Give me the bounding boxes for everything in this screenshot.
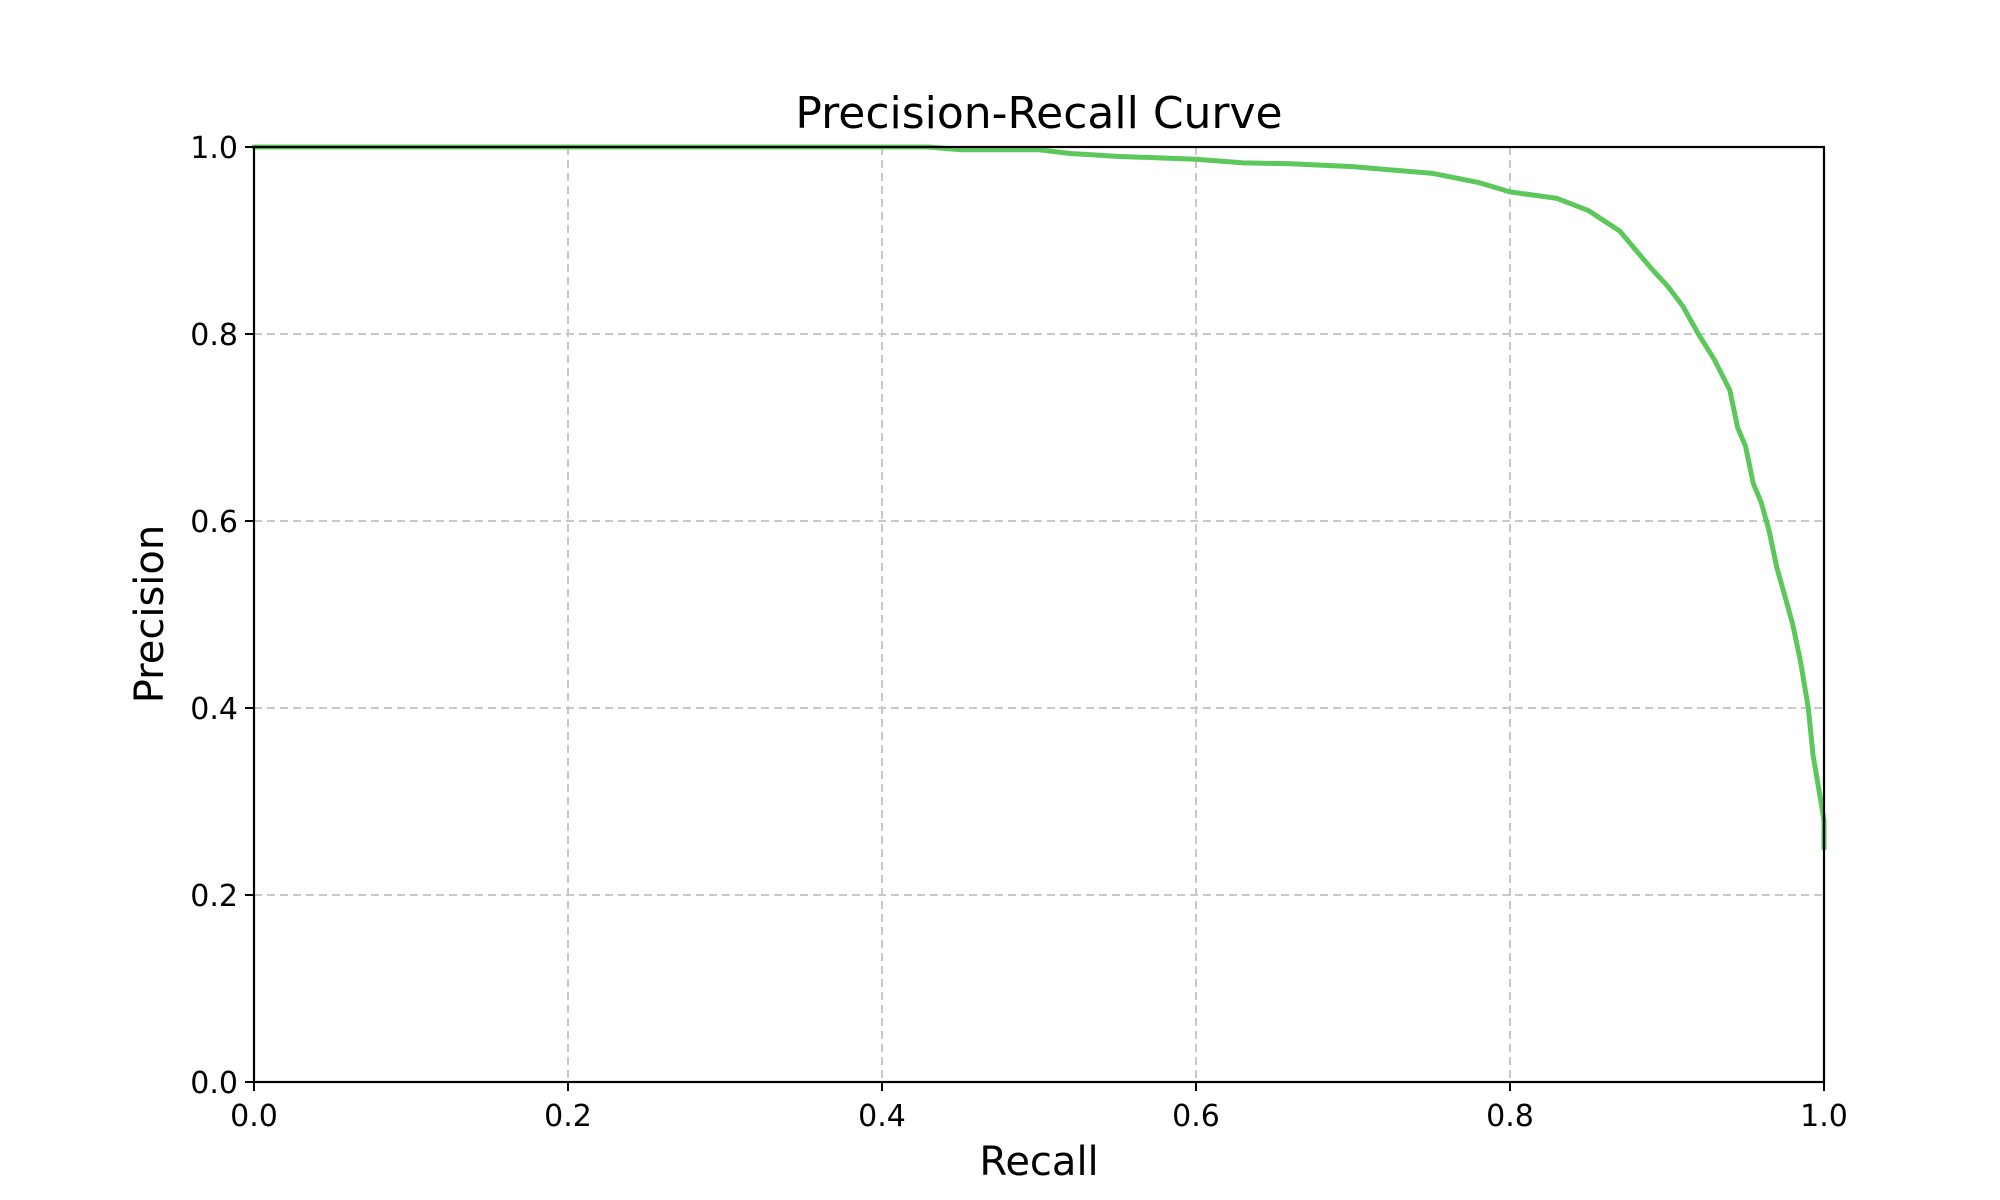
precision-recall-curve bbox=[251, 144, 1827, 851]
y-tick-label: 0.6 bbox=[190, 505, 238, 540]
y-tick-label: 0.4 bbox=[190, 692, 238, 727]
x-tick-label: 0.2 bbox=[544, 1099, 592, 1134]
y-tick-label: 1.0 bbox=[190, 131, 238, 166]
y-tick-label: 0.8 bbox=[190, 318, 238, 353]
curve-layer bbox=[251, 144, 1827, 851]
x-tick-label: 0.8 bbox=[1486, 1099, 1534, 1134]
grid-layer bbox=[254, 147, 1824, 1082]
y-tick-label: 0.0 bbox=[190, 1066, 238, 1101]
x-axis-label: Recall bbox=[979, 1139, 1098, 1185]
y-axis-label: Precision bbox=[127, 525, 173, 703]
y-tick-label: 0.2 bbox=[190, 879, 238, 914]
x-tick-label: 1.0 bbox=[1800, 1099, 1848, 1134]
x-tick-label: 0.0 bbox=[230, 1099, 278, 1134]
x-tick-label: 0.6 bbox=[1172, 1099, 1220, 1134]
tick-layer: 0.0 0.2 0.4 0.6 0.8 1.0 0.0 0.2 0.4 0.6 0.8 1.0 bbox=[190, 131, 1848, 1134]
chart-title: Precision-Recall Curve bbox=[795, 88, 1282, 139]
plot-frame bbox=[252, 145, 1826, 1084]
x-tick-label: 0.4 bbox=[858, 1099, 906, 1134]
